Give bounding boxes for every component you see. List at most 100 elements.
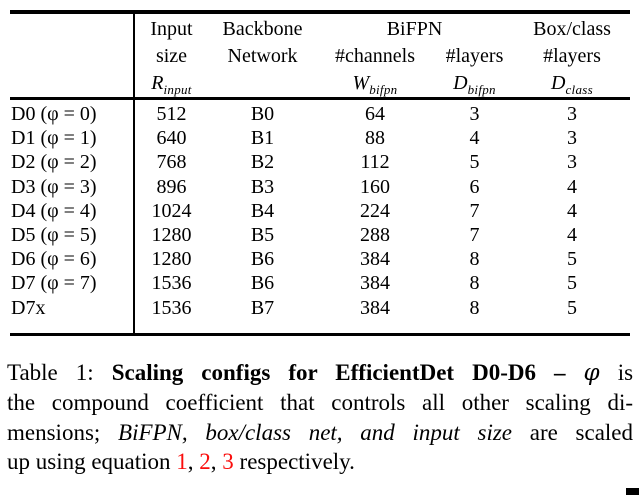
cell-bifpn-layers: 7 bbox=[469, 223, 480, 246]
header-backbone-line2: Network bbox=[227, 45, 298, 67]
caption-line-4: up using equation 1, 2, 3 respectively. bbox=[7, 447, 633, 476]
cell-backbone: B0 bbox=[250, 103, 275, 125]
table-row-d0: D0 (φ = 0) 512 B0 64 3 3 bbox=[10, 102, 630, 126]
header-input-size-line2: size bbox=[155, 45, 188, 67]
cell-model: D3 (φ = 3) bbox=[11, 175, 97, 198]
cell-bifpn-channels: 288 bbox=[360, 223, 390, 246]
header-bifpn-layers: #layers bbox=[445, 45, 504, 67]
cell-backbone: B1 bbox=[250, 127, 275, 150]
caption-line-2: the compound coefficient that controls a… bbox=[7, 388, 633, 417]
equation-link-3[interactable]: 3 bbox=[222, 449, 234, 475]
table-row-d1: D1 (φ = 1) 640 B1 88 4 3 bbox=[10, 126, 630, 150]
cell-input-size: 1536 bbox=[151, 296, 192, 319]
table-row-d2: D2 (φ = 2) 768 B2 112 5 3 bbox=[10, 150, 630, 174]
header-bifpn-channels: #channels bbox=[335, 45, 415, 67]
cropped-rule-fragment bbox=[626, 488, 639, 495]
table-caption: Table 1: Scaling configs for EfficientDe… bbox=[7, 358, 633, 477]
caption-line-3: mensions; BiFPN, box/class net, and inpu… bbox=[7, 418, 633, 447]
cell-bifpn-channels: 224 bbox=[360, 199, 390, 222]
caption-emphasis: BiFPN, box/class net, and input size bbox=[118, 419, 513, 445]
equation-link-2[interactable]: 2 bbox=[199, 449, 211, 475]
math-subscript: bifpn bbox=[467, 82, 496, 97]
cell-model: D7 (φ = 7) bbox=[11, 272, 97, 295]
cell-box-class-layers: 4 bbox=[567, 175, 577, 198]
cell-model: D2 (φ = 2) bbox=[11, 151, 97, 174]
cell-input-size: 1536 bbox=[151, 272, 192, 295]
table-column-divider bbox=[133, 14, 135, 333]
caption-text: respectively. bbox=[239, 449, 355, 475]
cell-backbone: B3 bbox=[250, 175, 275, 198]
cell-backbone: B7 bbox=[250, 296, 275, 319]
caption-label: Table 1: bbox=[7, 360, 94, 385]
caption-text: up using equation bbox=[7, 449, 171, 475]
cell-bifpn-channels: 384 bbox=[360, 248, 390, 271]
cell-bifpn-layers: 8 bbox=[469, 296, 480, 319]
cell-backbone: B6 bbox=[250, 248, 275, 271]
cell-bifpn-layers: 6 bbox=[469, 175, 480, 198]
cell-bifpn-layers: 7 bbox=[469, 199, 480, 222]
cell-box-class-layers: 3 bbox=[567, 151, 577, 174]
cell-bifpn-channels: 112 bbox=[360, 151, 390, 174]
cell-input-size: 512 bbox=[156, 103, 187, 125]
cell-backbone: B5 bbox=[250, 223, 275, 246]
cell-bifpn-layers: 8 bbox=[469, 248, 480, 271]
cell-bifpn-layers: 4 bbox=[469, 127, 480, 150]
caption-title: Scaling configs for EfficientDet D0-D6 – bbox=[111, 360, 566, 385]
cell-box-class-layers: 5 bbox=[567, 272, 577, 295]
cell-input-size: 1280 bbox=[151, 248, 192, 271]
table-row-d7: D7 (φ = 7) 1536 B6 384 8 5 bbox=[10, 271, 630, 295]
math-subscript: bifpn bbox=[369, 82, 398, 97]
cell-model: D6 (φ = 6) bbox=[11, 248, 97, 271]
cell-backbone: B4 bbox=[250, 199, 275, 222]
table-row-d3: D3 (φ = 3) 896 B3 160 6 4 bbox=[10, 175, 630, 199]
math-symbol-d-bifpn: Dbifpn bbox=[435, 70, 514, 97]
equation-link-1[interactable]: 1 bbox=[176, 449, 188, 475]
cell-bifpn-channels: 64 bbox=[365, 103, 385, 125]
cell-model: D0 (φ = 0) bbox=[11, 103, 97, 125]
table-row-d6: D6 (φ = 6) 1280 B6 384 8 5 bbox=[10, 247, 630, 271]
cell-box-class-layers: 4 bbox=[567, 199, 577, 222]
table-body: D0 (φ = 0) 512 B0 64 3 3 D1 (φ = 1) 640 … bbox=[10, 102, 630, 320]
table-top-rule bbox=[10, 10, 630, 14]
cell-model: D5 (φ = 5) bbox=[11, 223, 97, 246]
math-symbol-d-class: Dclass bbox=[514, 70, 630, 97]
cell-box-class-layers: 5 bbox=[567, 296, 577, 319]
caption-text: mensions; bbox=[7, 419, 101, 445]
math-base: R bbox=[151, 72, 164, 94]
header-box-class: Box/class bbox=[533, 18, 611, 40]
cell-model: D1 (φ = 1) bbox=[11, 127, 97, 150]
cell-bifpn-channels: 88 bbox=[365, 127, 385, 150]
cell-box-class-layers: 5 bbox=[567, 248, 577, 271]
math-base: W bbox=[352, 72, 370, 94]
cell-model: D4 (φ = 4) bbox=[11, 199, 97, 222]
math-base: D bbox=[551, 72, 566, 94]
table-row-d5: D5 (φ = 5) 1280 B5 288 7 4 bbox=[10, 223, 630, 247]
cell-bifpn-channels: 384 bbox=[360, 296, 390, 319]
cell-input-size: 1024 bbox=[151, 199, 192, 222]
math-symbol-w-bifpn: Wbifpn bbox=[315, 70, 435, 97]
math-symbol-r-input: Rinput bbox=[133, 70, 210, 97]
cell-input-size: 640 bbox=[156, 127, 187, 150]
cell-bifpn-channels: 384 bbox=[360, 272, 390, 295]
cell-box-class-layers: 3 bbox=[567, 127, 577, 150]
cell-bifpn-layers: 3 bbox=[469, 103, 480, 125]
header-group-bifpn: BiFPN bbox=[386, 18, 443, 40]
header-backbone: Backbone bbox=[222, 18, 303, 40]
caption-text: the compound coefficient that controls a… bbox=[7, 390, 633, 416]
table-bottom-rule bbox=[10, 333, 630, 336]
cell-input-size: 768 bbox=[156, 151, 187, 174]
caption-text: is bbox=[617, 360, 634, 385]
header-input-size: Input bbox=[150, 18, 193, 40]
caption-text: are scaled bbox=[529, 419, 634, 445]
cell-input-size: 896 bbox=[156, 175, 187, 198]
cell-bifpn-layers: 5 bbox=[469, 151, 480, 174]
caption-line-1: Table 1: Scaling configs for EfficientDe… bbox=[7, 358, 633, 388]
table-header: Input Backbone BiFPN Box/class size Netw… bbox=[10, 16, 630, 97]
cell-box-class-layers: 4 bbox=[567, 223, 577, 246]
cell-bifpn-layers: 8 bbox=[469, 272, 480, 295]
cell-box-class-layers: 3 bbox=[567, 103, 577, 125]
cell-backbone: B6 bbox=[250, 272, 275, 295]
cell-model: D7x bbox=[11, 296, 46, 319]
caption-comma: , bbox=[210, 449, 217, 475]
